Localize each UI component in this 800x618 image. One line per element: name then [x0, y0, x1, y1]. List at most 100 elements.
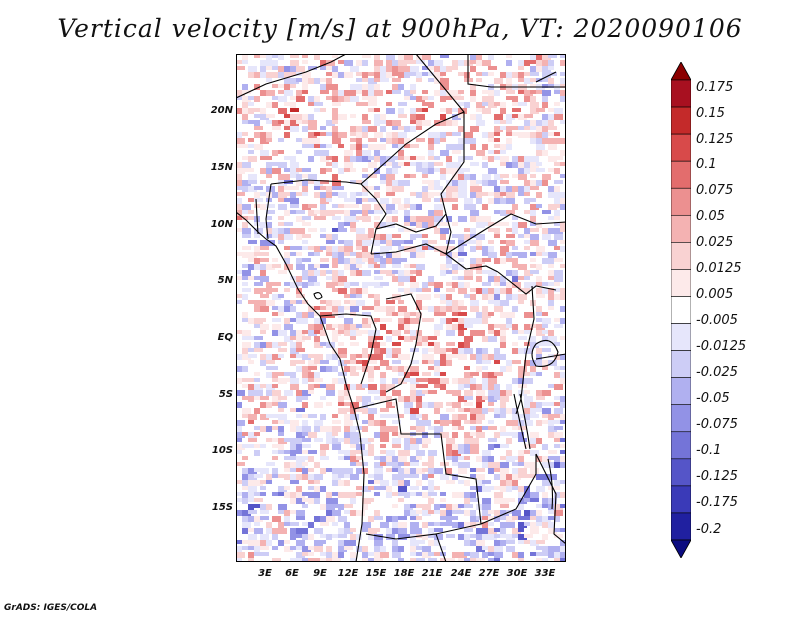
colorbar-label: 0.175 — [696, 80, 734, 95]
field-cell — [332, 132, 341, 138]
field-cell — [290, 318, 296, 322]
field-cell — [254, 324, 263, 328]
field-cell — [278, 306, 287, 312]
field-cell — [290, 54, 299, 58]
field-cell — [416, 120, 425, 126]
field-cell — [422, 432, 428, 438]
field-cell — [410, 462, 419, 466]
field-cell — [356, 102, 362, 106]
field-cell — [428, 450, 437, 456]
field-cell — [458, 426, 464, 430]
field-cell — [410, 264, 416, 268]
field-cell — [422, 216, 428, 222]
field-cell — [560, 378, 566, 384]
field-cell — [314, 306, 323, 310]
field-cell — [242, 270, 251, 276]
field-cell — [524, 330, 530, 334]
field-cell — [548, 288, 554, 294]
field-cell — [302, 180, 308, 186]
field-cell — [260, 132, 269, 138]
field-cell — [548, 336, 557, 342]
colorbar-label: 0.0125 — [696, 261, 742, 276]
field-cell — [314, 282, 320, 286]
field-cell — [458, 180, 467, 186]
field-cell — [434, 468, 443, 474]
field-cell — [278, 330, 287, 336]
field-cell — [446, 534, 455, 538]
field-cell — [506, 192, 515, 198]
field-cell — [554, 462, 563, 468]
field-cell — [416, 552, 425, 556]
field-cell — [452, 474, 458, 480]
field-cell — [506, 240, 515, 246]
field-cell — [356, 150, 362, 156]
field-cell — [248, 420, 254, 424]
field-cell — [356, 132, 362, 138]
field-cell — [482, 108, 491, 114]
field-cell — [464, 420, 470, 424]
field-cell — [536, 402, 542, 408]
field-cell — [308, 552, 314, 556]
field-cell — [560, 336, 566, 340]
field-cell — [338, 408, 347, 414]
field-cell — [308, 534, 314, 540]
field-cell — [362, 204, 371, 210]
field-cell — [524, 168, 530, 174]
field-cell — [512, 276, 518, 282]
field-cell — [488, 546, 494, 552]
field-cell — [500, 210, 509, 216]
field-cell — [326, 132, 335, 136]
field-cell — [398, 162, 404, 166]
field-cell — [278, 228, 284, 234]
field-cell — [404, 264, 410, 268]
field-cell — [356, 396, 365, 402]
field-cell — [332, 438, 341, 444]
field-cell — [302, 312, 311, 318]
field-cell — [290, 444, 299, 450]
field-cell — [290, 120, 299, 126]
field-cell — [458, 522, 464, 528]
field-cell — [440, 108, 449, 112]
field-cell — [320, 312, 329, 318]
field-cell — [338, 96, 344, 102]
field-cell — [260, 426, 266, 432]
field-cell — [368, 366, 374, 372]
field-cell — [428, 276, 434, 282]
field-cell — [458, 384, 464, 390]
field-cell — [266, 300, 275, 306]
field-cell — [386, 366, 392, 370]
field-cell — [296, 66, 305, 72]
field-cell — [338, 222, 344, 228]
field-cell — [350, 432, 359, 438]
field-cell — [350, 540, 356, 546]
field-cell — [446, 342, 455, 346]
field-cell — [518, 252, 527, 258]
field-cell — [458, 444, 467, 450]
field-cell — [242, 246, 251, 250]
field-cell — [254, 546, 260, 552]
field-cell — [272, 366, 278, 370]
field-cell — [404, 408, 410, 414]
field-cell — [302, 120, 308, 124]
field-cell — [434, 228, 440, 234]
field-cell — [350, 132, 359, 136]
field-cell — [362, 288, 368, 294]
field-cell — [368, 138, 377, 142]
field-cell — [548, 420, 554, 426]
field-cell — [518, 66, 524, 70]
field-cell — [542, 312, 548, 316]
field-cell — [266, 168, 275, 174]
field-cell — [398, 324, 404, 330]
field-cell — [518, 114, 527, 120]
colorbar-box — [671, 296, 691, 324]
field-cell — [278, 312, 284, 316]
field-cell — [296, 174, 302, 180]
field-cell — [440, 360, 449, 366]
field-cell — [302, 234, 311, 238]
field-cell — [530, 132, 536, 138]
field-cell — [302, 498, 311, 502]
field-cell — [506, 114, 515, 120]
field-cell — [398, 84, 404, 90]
field-cell — [536, 420, 542, 426]
field-cell — [266, 60, 275, 66]
